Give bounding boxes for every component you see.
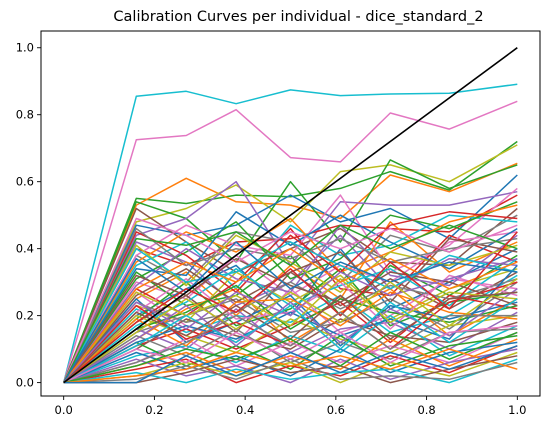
- series-line-38: [63, 348, 518, 384]
- series-line-69: [63, 278, 518, 384]
- x-tick-label: 0.6: [327, 403, 345, 417]
- series-line-36: [63, 341, 518, 384]
- series-line-66: [63, 241, 518, 383]
- y-tick-label: 0.8: [16, 108, 34, 122]
- series-line-65: [63, 247, 518, 384]
- series-line-54: [63, 284, 518, 384]
- y-tick-label: 1.0: [16, 41, 34, 55]
- series-line-2: [62, 100, 518, 383]
- series-line-30: [63, 318, 518, 384]
- series-line-59: [63, 278, 518, 384]
- reference-diagonal-line: [63, 47, 518, 384]
- series-line-43: [63, 187, 518, 383]
- series-line-76: [63, 345, 518, 384]
- series-line-17: [63, 227, 518, 384]
- series-line-74: [63, 331, 518, 384]
- series-line-68: [63, 257, 518, 384]
- series-line-5: [63, 144, 518, 383]
- series-line-12: [63, 214, 518, 383]
- series-line-6: [63, 159, 518, 383]
- x-tick-label: 0.0: [55, 403, 73, 417]
- series-line-52: [63, 278, 518, 384]
- series-line-7: [63, 174, 518, 383]
- series-line-40: [63, 355, 518, 384]
- y-tick-label: 0.4: [16, 242, 34, 256]
- x-tick-label: 1.0: [508, 403, 526, 417]
- series-line-29: [63, 314, 518, 384]
- series-line-61: [63, 241, 518, 383]
- series-line-49: [63, 234, 518, 383]
- y-tick-label: 0.2: [16, 309, 34, 323]
- series-line-1: [62, 83, 518, 383]
- series-line-45: [63, 204, 518, 383]
- series-line-3: [63, 140, 518, 383]
- series-line-72: [63, 311, 518, 384]
- y-tick-label: 0.0: [16, 376, 34, 390]
- series-line-64: [63, 224, 518, 383]
- plot-frame: [40, 30, 541, 397]
- series-line-9: [63, 194, 518, 383]
- x-tick-label: 0.8: [417, 403, 435, 417]
- series-line-34: [63, 334, 518, 384]
- series-group: [62, 47, 518, 384]
- y-tick-label: 0.6: [16, 175, 34, 189]
- series-line-63: [63, 217, 518, 383]
- x-tick-label: 0.4: [236, 403, 254, 417]
- series-line-24: [63, 268, 518, 384]
- series-line-47: [63, 211, 518, 383]
- series-line-4: [63, 162, 518, 383]
- chart-title: Calibration Curves per individual - dice…: [113, 9, 483, 25]
- series-line-39: [63, 351, 518, 384]
- series-line-50: [63, 237, 518, 384]
- x-tick-label: 0.2: [145, 403, 163, 417]
- series-line-71: [63, 298, 518, 384]
- series-line-35: [63, 338, 518, 384]
- series-line-56: [63, 264, 518, 384]
- series-line-26: [63, 294, 518, 384]
- axis-ticks: 0.0 0.2 0.4 0.6 0.8 1.0 0.0 0.2 0.4 0.6 0.8 1.0: [16, 41, 527, 417]
- series-line-73: [63, 324, 518, 384]
